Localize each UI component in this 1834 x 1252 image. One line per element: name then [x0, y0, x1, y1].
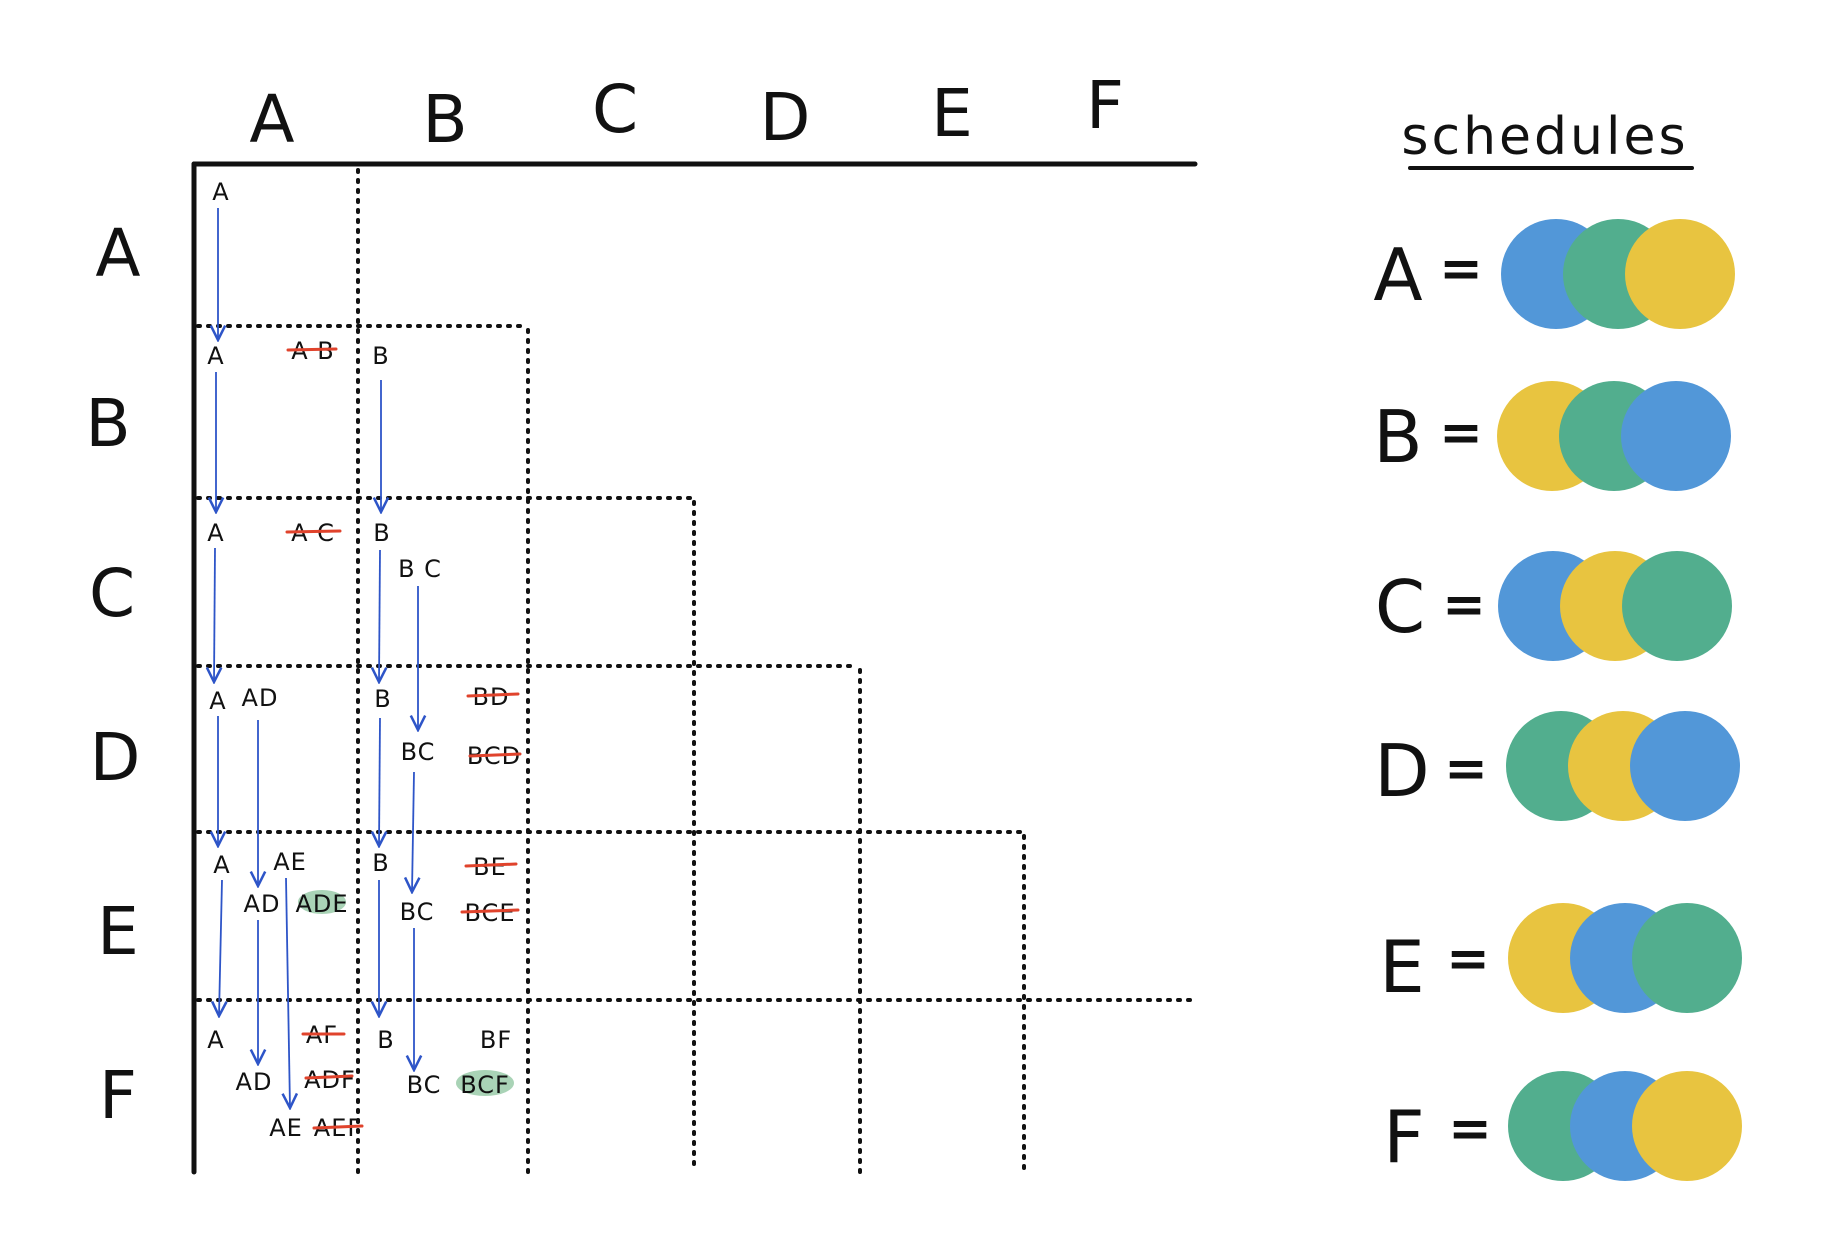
schedule-label-f: F: [1383, 1095, 1424, 1179]
cell-fb-label-bcf: BCF: [460, 1071, 510, 1099]
row-headers: A B C D E F: [85, 215, 140, 1134]
column-header-d: D: [760, 79, 811, 156]
cell-aa-label-a: A: [212, 178, 229, 206]
schedule-f-circle-3: [1632, 1071, 1742, 1181]
schedule-e-circle-3: [1632, 903, 1742, 1013]
schedule-row-f: F =: [1383, 1071, 1742, 1181]
arrows: [214, 208, 418, 1108]
schedule-eq-a: =: [1439, 239, 1483, 299]
row-header-c: C: [89, 555, 135, 632]
cell-fb-label-b: B: [377, 1026, 394, 1054]
strike-bce: [460, 908, 520, 914]
cell-fa-label-a: A: [207, 1026, 224, 1054]
arrow-cb-db: [379, 549, 380, 682]
cell-fa-label-adf: ADF: [304, 1066, 356, 1094]
dotted-grid: [196, 168, 1197, 1174]
row-header-b: B: [85, 385, 130, 462]
strike-adf: [304, 1074, 354, 1080]
schedule-row-e: E =: [1379, 903, 1742, 1013]
schedule-eq-f: =: [1448, 1099, 1492, 1159]
strike-aef: [312, 1124, 364, 1130]
cell-ba-label-a: A: [207, 342, 224, 370]
cell-da-label-ad: AD: [242, 684, 279, 712]
strike-be: [464, 862, 518, 868]
cell-db-label-bc: BC: [401, 738, 436, 766]
schedule-row-a: A =: [1373, 219, 1735, 329]
column-header-f: F: [1086, 67, 1124, 144]
cell-fb-label-bc: BC: [407, 1071, 442, 1099]
arrow-db-eb: [379, 717, 380, 846]
cell-ea-label-ae: AE: [273, 848, 307, 876]
schedule-row-b: B =: [1373, 381, 1731, 491]
column-headers: A B C D E F: [249, 67, 1124, 158]
row-header-a: A: [95, 215, 140, 292]
schedule-d-circle-3: [1630, 711, 1740, 821]
cell-ea-label-ad: AD: [244, 890, 281, 918]
schedule-c-circle-3: [1622, 551, 1732, 661]
cell-db-label-b: B: [374, 685, 391, 713]
strike-marks: [285, 347, 522, 1130]
schedule-label-c: C: [1375, 565, 1425, 649]
arrow-ae-fae: [286, 877, 290, 1108]
highlight-ade: [298, 890, 346, 914]
row-header-f: F: [99, 1057, 137, 1134]
cell-da-label-a: A: [209, 687, 226, 715]
cell-eb-label-b: B: [372, 849, 389, 877]
schedule-label-e: E: [1379, 925, 1425, 1009]
cell-ea-label-ade: ADE: [295, 890, 348, 918]
schedule-label-a: A: [1373, 233, 1422, 317]
cell-eb-label-be: BE: [473, 853, 507, 881]
column-header-c: C: [592, 71, 638, 148]
cell-cb-label-bc: B C: [398, 555, 442, 583]
arrow-ca-da: [214, 547, 215, 682]
arrow-ea-fa: [219, 879, 222, 1016]
cell-ca-label-a: A: [207, 519, 224, 547]
column-header-a: A: [249, 81, 294, 158]
strike-ab: [286, 347, 338, 352]
cell-cb-label-b: B: [373, 519, 390, 547]
cell-fa-label-ad: AD: [236, 1068, 273, 1096]
arrow-dbc-ebc: [412, 771, 414, 892]
highlight-bcf: [456, 1070, 514, 1096]
schedule-label-b: B: [1373, 395, 1422, 479]
strike-ac: [285, 529, 342, 534]
cell-eb-label-bc: BC: [400, 898, 435, 926]
schedule-eq-d: =: [1444, 739, 1488, 799]
highlights: [298, 890, 514, 1096]
cell-fb-label-bf: BF: [480, 1026, 512, 1054]
cell-labels: A A A B B A A C B B C A AD B BD BC BCD A…: [207, 178, 520, 1142]
strike-bcd: [468, 752, 522, 758]
schedule-b-circle-3: [1621, 381, 1731, 491]
row-header-e: E: [97, 893, 139, 970]
column-header-b: B: [422, 81, 467, 158]
cell-fa-label-ae: AE: [269, 1114, 303, 1142]
schedule-label-d: D: [1374, 729, 1429, 813]
schedules-title: schedules: [1401, 107, 1688, 167]
schedules-panel: schedules A = B = C = D =: [1373, 107, 1742, 1181]
cell-ea-label-a: A: [213, 851, 230, 879]
schedule-eq-e: =: [1446, 929, 1490, 989]
row-header-d: D: [90, 719, 141, 796]
column-header-e: E: [931, 75, 973, 152]
schedule-row-d: D =: [1374, 711, 1740, 821]
cell-bb-label-b: B: [372, 342, 389, 370]
schedule-eq-b: =: [1439, 403, 1483, 463]
schedule-eq-c: =: [1442, 575, 1486, 635]
schedule-row-c: C =: [1375, 551, 1732, 661]
grid-axes: [191, 161, 1198, 1175]
strike-bd: [466, 692, 520, 698]
schedule-a-circle-3: [1625, 219, 1735, 329]
